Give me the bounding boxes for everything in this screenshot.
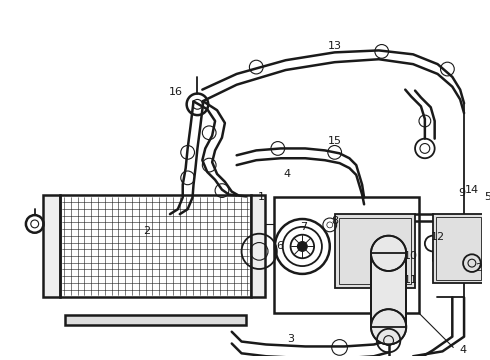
Bar bbox=[43, 194, 60, 297]
Bar bbox=[251, 194, 265, 297]
Text: 1: 1 bbox=[258, 193, 265, 202]
Text: 10: 10 bbox=[404, 251, 418, 261]
Bar bbox=[371, 253, 406, 327]
Text: 7: 7 bbox=[300, 222, 307, 232]
Bar bbox=[371, 253, 406, 327]
Text: 5: 5 bbox=[484, 193, 490, 202]
Text: 9: 9 bbox=[459, 188, 466, 198]
Bar bbox=[60, 194, 251, 297]
Text: 15: 15 bbox=[328, 136, 342, 145]
Bar bbox=[274, 197, 419, 313]
Circle shape bbox=[297, 242, 307, 251]
Circle shape bbox=[371, 236, 406, 271]
Text: 4: 4 bbox=[460, 345, 466, 355]
Text: 6: 6 bbox=[276, 242, 283, 252]
Text: 16: 16 bbox=[169, 87, 183, 96]
Text: 13: 13 bbox=[328, 41, 342, 50]
Text: 4: 4 bbox=[284, 169, 291, 179]
Text: 8: 8 bbox=[331, 216, 338, 226]
Bar bbox=[65, 315, 246, 325]
Text: 14: 14 bbox=[465, 185, 479, 195]
Bar bbox=[339, 218, 411, 284]
Text: 11: 11 bbox=[404, 275, 418, 285]
Bar bbox=[436, 217, 481, 280]
Bar bbox=[433, 214, 484, 283]
Text: 2: 2 bbox=[143, 226, 150, 236]
Text: 3: 3 bbox=[287, 334, 294, 343]
Text: 2: 2 bbox=[475, 263, 482, 273]
Text: 12: 12 bbox=[431, 232, 444, 242]
Bar bbox=[335, 214, 415, 288]
Circle shape bbox=[371, 309, 406, 345]
